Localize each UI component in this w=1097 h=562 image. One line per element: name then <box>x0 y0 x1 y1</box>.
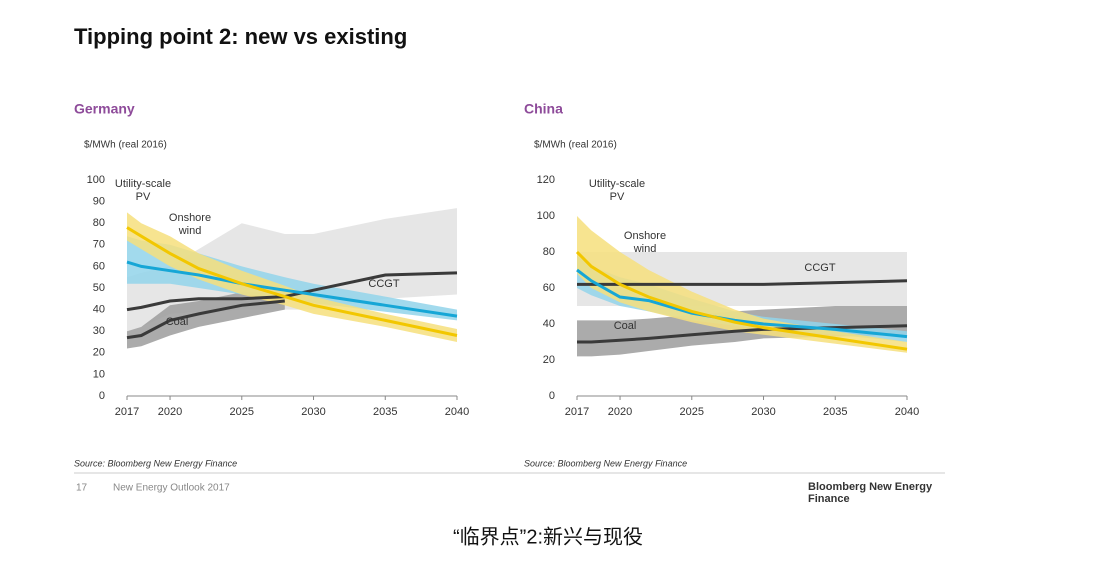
series-label: Coal <box>165 316 189 328</box>
series-label: Onshore wind <box>168 212 212 237</box>
y-tick-label: 90 <box>93 196 105 208</box>
y-axis-label: $/MWh (real 2016) <box>534 140 617 151</box>
x-tick-label: 2030 <box>301 406 325 418</box>
y-tick-label: 80 <box>93 217 105 229</box>
y-tick-label: 120 <box>537 174 555 186</box>
footer-text: New Energy Outlook 2017 <box>113 483 230 494</box>
y-tick-label: 20 <box>543 354 555 366</box>
series-label: Utility-scale PV <box>588 178 646 203</box>
x-tick-label: 2025 <box>680 406 704 418</box>
x-tick-label: 2017 <box>115 406 139 418</box>
series-line <box>126 226 458 337</box>
series-line <box>577 279 908 286</box>
series-line <box>126 271 458 312</box>
y-tick-label: 80 <box>543 246 555 258</box>
x-tick-label: 2040 <box>445 406 469 418</box>
series-label: Onshore wind <box>623 230 667 255</box>
x-tick-label: 2017 <box>565 406 589 418</box>
x-tick-label: 2040 <box>895 406 919 418</box>
series-label: CCGT <box>804 262 836 274</box>
y-axis-label: $/MWh (real 2016) <box>84 140 167 151</box>
y-tick-label: 100 <box>537 210 555 222</box>
x-tick-label: 2020 <box>608 406 632 418</box>
caption: “临界点”2:新兴与现役 <box>453 525 643 548</box>
y-tick-label: 70 <box>93 239 105 251</box>
y-tick-label: 50 <box>93 282 105 294</box>
y-tick-label: 30 <box>93 325 105 337</box>
x-tick-label: 2020 <box>158 406 182 418</box>
series-label: CCGT <box>368 278 400 290</box>
y-tick-label: 40 <box>543 318 555 330</box>
series-line <box>575 250 908 351</box>
y-tick-label: 60 <box>543 282 555 294</box>
y-tick-label: 100 <box>87 174 105 186</box>
logo: Bloomberg New Energy Finance <box>808 481 933 505</box>
chart-title: China <box>524 101 563 117</box>
y-tick-label: 40 <box>93 304 105 316</box>
y-tick-label: 60 <box>93 260 105 272</box>
x-tick-label: 2025 <box>230 406 254 418</box>
slide-title: Tipping point 2: new vs existing <box>74 24 407 49</box>
y-tick-label: 10 <box>93 368 105 380</box>
series-label: Coal <box>613 320 637 332</box>
x-tick-label: 2035 <box>823 406 847 418</box>
footer-page: 17 <box>76 483 88 494</box>
y-tick-label: 20 <box>93 347 105 359</box>
x-tick-label: 2035 <box>373 406 397 418</box>
y-tick-label: 0 <box>549 390 555 402</box>
series-label: Utility-scale PV <box>114 178 172 203</box>
range-band <box>127 236 457 321</box>
source: Source: Bloomberg New Energy Finance <box>524 458 687 468</box>
chart-title: Germany <box>74 101 135 117</box>
series-line <box>126 299 285 340</box>
series-line <box>576 268 908 339</box>
y-tick-label: 0 <box>99 390 105 402</box>
x-tick-label: 2030 <box>751 406 775 418</box>
source: Source: Bloomberg New Energy Finance <box>74 458 237 468</box>
